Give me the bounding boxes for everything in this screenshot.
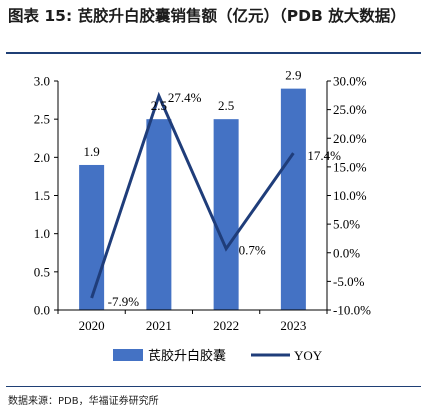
figure-title: 图表 15: 芪胶升白胶囊销售额（亿元）（PDB 放大数据） [8,7,406,25]
x-tick-label: 2021 [146,318,172,333]
right-tick-label: 25.0% [333,102,367,117]
yoy-value-label: 0.7% [239,243,266,258]
x-tick-label: 2023 [280,318,306,333]
right-tick-label: 30.0% [333,74,367,89]
yoy-value-label: -7.9% [108,294,140,309]
yoy-value-label: 17.4% [307,148,341,163]
bar-2022 [213,119,239,311]
bar-value-label: 2.9 [285,68,301,83]
right-tick-label: 0.0% [333,245,360,260]
right-tick-label: -10.0% [333,303,371,318]
bar-value-label: 2.5 [218,98,234,113]
left-tick-label: 1.0 [34,226,50,241]
x-tick-label: 2020 [79,318,105,333]
left-tick-label: 2.5 [34,112,50,127]
x-tick-label: 2022 [213,318,239,333]
yoy-line [90,91,295,299]
bar-value-label: 1.9 [84,144,100,159]
bar-2020 [79,164,105,310]
bar-2023 [280,88,306,310]
right-tick-label: 10.0% [333,188,367,203]
source-note: 数据来源：PDB，华福证券研究所 [8,396,159,407]
left-tick-label: 3.0 [34,74,50,89]
left-tick-label: 0.0 [34,303,50,318]
left-tick-label: 2.0 [34,150,50,165]
right-tick-label: -5.0% [333,274,365,289]
right-tick-label: 5.0% [333,217,360,232]
bar-value-label: 2.5 [151,98,167,113]
legend-line-label: YOY [294,348,323,363]
source-rule [6,386,421,387]
right-tick-label: 15.0% [333,159,367,174]
title-rule [6,52,421,54]
legend-bar-swatch [113,349,143,361]
legend-bar-label: 芪胶升白胶囊 [148,348,226,363]
right-tick-label: 20.0% [333,131,367,146]
left-tick-label: 0.5 [34,264,50,279]
yoy-value-label: 27.4% [168,90,202,105]
bar-2021 [146,119,172,311]
left-tick-label: 1.5 [34,188,50,203]
